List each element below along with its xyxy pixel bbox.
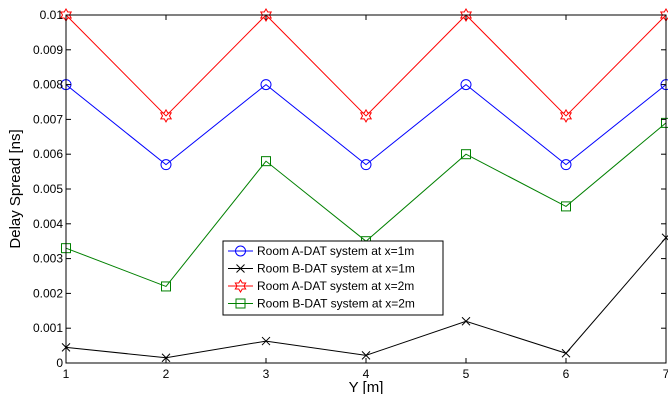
legend-label: Room A-DAT system at x=2m — [257, 279, 414, 293]
x-marker-stroke — [161, 353, 171, 363]
data-point — [359, 108, 373, 123]
y-tick-label: 0.007 — [33, 112, 63, 126]
legend-box — [222, 240, 444, 316]
data-point — [461, 149, 471, 160]
legend-marker — [236, 264, 245, 273]
data-point — [460, 79, 472, 91]
data-point — [561, 348, 571, 358]
y-tick-label: 0.009 — [33, 43, 63, 57]
data-point — [261, 336, 271, 346]
x-axis: 1 2 3 4 5 6 7 — [63, 15, 668, 381]
x-marker-stroke — [361, 350, 371, 360]
data-point — [160, 159, 172, 171]
y-tick-label: 0.008 — [33, 78, 63, 92]
x-tick-label: 2 — [163, 367, 170, 381]
y-axis-label: Delay Spread [ns] — [7, 129, 24, 248]
y-axis: 0 0.001 0.002 0.003 0.004 0.005 0.006 0.007 0.00… — [33, 8, 666, 370]
x-marker-stroke — [236, 264, 245, 273]
x-marker-stroke — [561, 348, 571, 358]
x-marker-stroke — [261, 336, 271, 346]
data-point — [159, 108, 173, 123]
data-point — [260, 79, 272, 91]
x-tick-label: 1 — [63, 367, 70, 381]
data-point — [360, 159, 372, 171]
x-tick-label: 3 — [263, 367, 270, 381]
series-2 — [61, 233, 668, 363]
legend-entry: Room B-DAT system at x=1m — [228, 262, 415, 276]
data-point — [459, 8, 473, 22]
y-tick-label: 0.003 — [33, 252, 63, 266]
legend-entry: Room A-DAT system at x=1m — [228, 244, 414, 258]
x-tick-label: 4 — [363, 367, 370, 381]
data-point — [559, 108, 573, 123]
y-tick-label: 0.001 — [33, 321, 63, 335]
x-tick-label: 6 — [563, 367, 570, 381]
data-point — [361, 350, 371, 360]
data-point — [261, 156, 271, 167]
data-point — [259, 8, 273, 22]
legend-entry: Room B-DAT system at x=2m — [228, 297, 415, 311]
legend-label: Room B-DAT system at x=2m — [257, 297, 415, 311]
legend: Room A-DAT system at x=1m Room B-DAT syst… — [222, 240, 444, 316]
y-tick-label: 0.005 — [33, 182, 63, 196]
y-tick-label: 0.006 — [33, 147, 63, 161]
series-line — [65, 83, 667, 166]
legend-label: Room B-DAT system at x=1m — [257, 262, 415, 276]
data-point — [561, 201, 571, 212]
legend-marker — [234, 279, 247, 293]
data-point — [461, 316, 471, 326]
y-tick-label: 0.002 — [33, 286, 63, 300]
data-point — [161, 281, 171, 292]
data-point — [560, 159, 572, 171]
y-tick-label: 0 — [56, 356, 63, 370]
series-line — [65, 14, 667, 117]
y-tick-label: 0.01 — [40, 8, 64, 22]
legend-label: Room A-DAT system at x=1m — [257, 244, 414, 258]
legend-entry: Room A-DAT system at x=2m — [228, 279, 414, 293]
y-tick-label: 0.004 — [33, 217, 63, 231]
x-tick-label: 7 — [663, 367, 668, 381]
legend-marker — [235, 298, 246, 309]
legend-marker — [235, 245, 246, 257]
x-marker-stroke — [461, 316, 471, 326]
x-tick-label: 5 — [463, 367, 470, 381]
x-axis-label: Y [m] — [349, 379, 384, 394]
data-point — [161, 353, 171, 363]
